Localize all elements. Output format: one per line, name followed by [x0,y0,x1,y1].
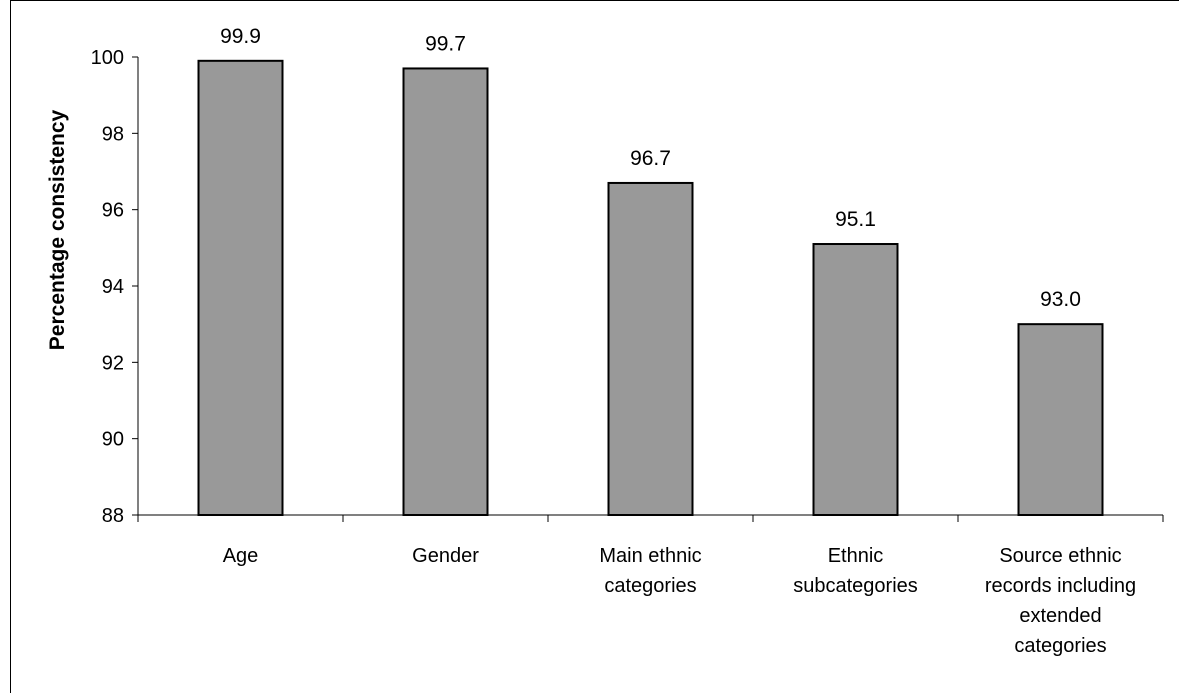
bar [812,243,899,516]
x-tick-label: Main ethnic categories [599,545,701,597]
y-tick-label: 100 [91,47,124,69]
y-axis: 88 90 92 94 96 98 100 [91,47,139,527]
bar-value-label: 93.0 [1040,288,1081,311]
y-tick-label: 92 [102,352,124,374]
bar-value-label: 96.7 [630,147,671,170]
y-tick-label: 90 [102,429,124,451]
x-tick-label: Age [223,545,259,567]
bars [197,59,1104,516]
y-tick-label: 98 [102,123,124,145]
value-labels: 99.9 99.7 96.7 95.1 93.0 [220,25,1081,311]
bar [197,59,284,516]
x-tick-labels: Age Gender Main ethnic categories Ethnic subc… [223,545,1136,657]
x-tick-label: Gender [412,545,479,567]
bar-value-label: 99.9 [220,25,261,48]
bar-value-label: 95.1 [835,208,876,231]
x-axis [137,514,1164,522]
bar [1017,323,1104,516]
chart-frame [10,0,1179,693]
bar [607,181,694,516]
x-tick-label: Ethnic subcategories [793,545,918,597]
x-tick-label: Source ethnic records including extended ca… [985,545,1136,657]
y-tick-label: 96 [102,200,124,222]
bar-value-label: 99.7 [425,32,466,55]
bar [402,67,489,516]
y-tick-label: 94 [102,276,124,298]
y-axis-label: Percentage consistency [46,109,69,350]
y-tick-label: 88 [102,505,124,527]
